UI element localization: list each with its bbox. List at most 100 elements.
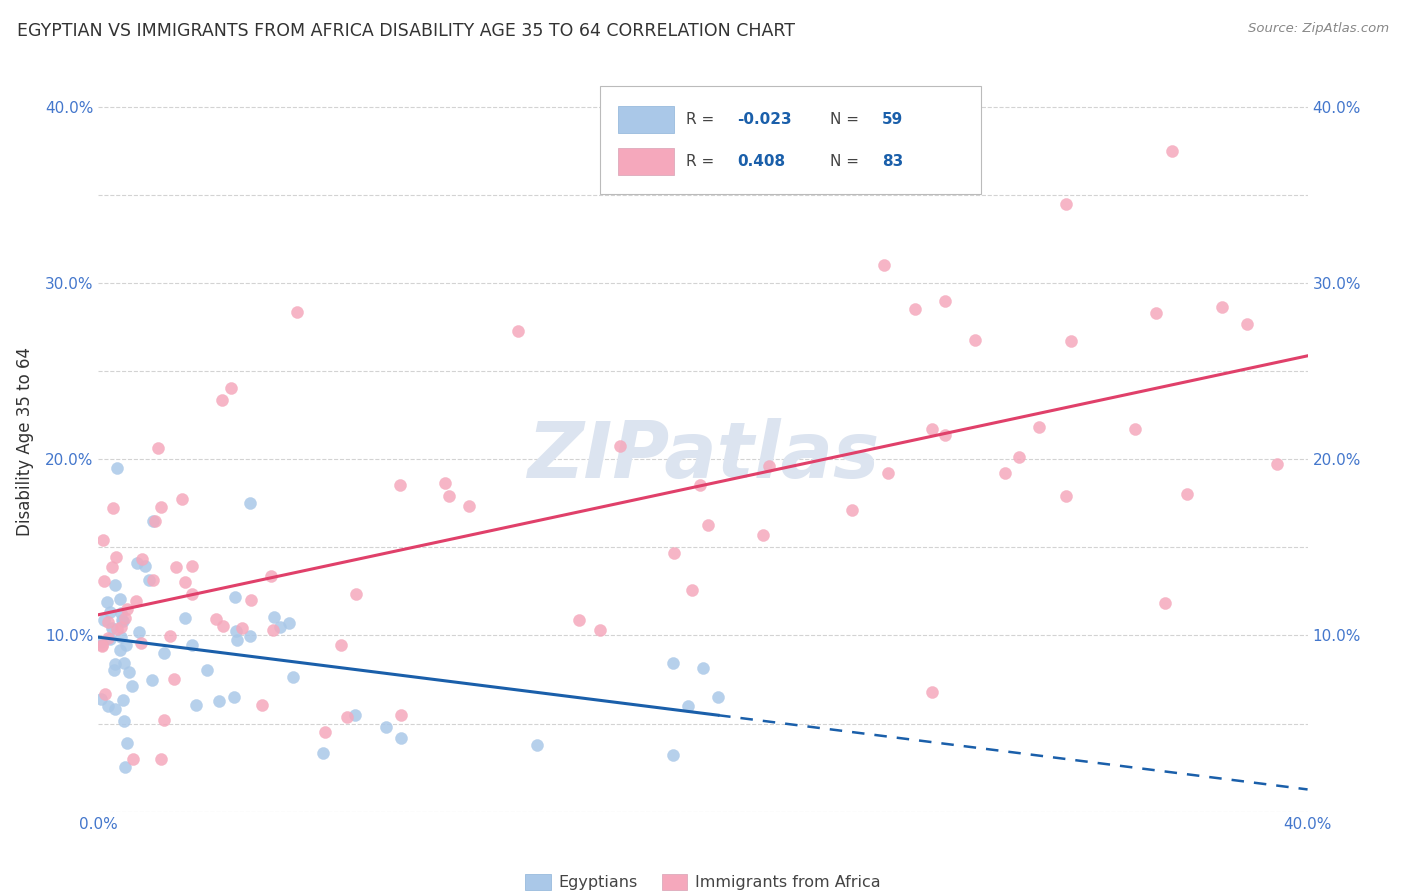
Point [138, 574, 160, 588]
Point [873, 258, 896, 272]
Point [110, 620, 132, 634]
Point [934, 428, 956, 442]
Point [1160, 144, 1182, 158]
Point [124, 593, 146, 607]
Point [111, 692, 134, 706]
Point [127, 557, 149, 571]
Text: N =: N = [830, 112, 863, 127]
Point [118, 665, 141, 679]
Point [96, 595, 118, 609]
Point [150, 500, 173, 515]
Point [1175, 487, 1198, 501]
Legend: Egyptians, Immigrants from Africa: Egyptians, Immigrants from Africa [519, 868, 887, 892]
Point [239, 629, 262, 643]
Text: EGYPTIAN VS IMMIGRANTS FROM AFRICA DISABILITY AGE 35 TO 64 CORRELATION CHART: EGYPTIAN VS IMMIGRANTS FROM AFRICA DISAB… [17, 22, 794, 40]
Point [225, 624, 247, 638]
Text: R =: R = [686, 154, 720, 169]
Point [163, 672, 186, 686]
Point [224, 590, 246, 604]
Point [283, 670, 305, 684]
Point [389, 731, 412, 745]
Point [661, 656, 683, 670]
Point [111, 614, 134, 628]
Point [219, 381, 242, 395]
Point [921, 685, 943, 699]
Point [112, 714, 135, 728]
Point [1060, 334, 1083, 349]
Point [121, 679, 143, 693]
Point [93, 613, 115, 627]
Point [458, 499, 481, 513]
Point [921, 422, 943, 436]
Point [314, 725, 336, 739]
Point [142, 514, 165, 528]
Point [105, 622, 128, 636]
Point [90, 691, 112, 706]
Point [91, 533, 114, 547]
Point [97, 699, 120, 714]
Point [1054, 489, 1077, 503]
Point [143, 514, 166, 528]
Point [240, 593, 263, 607]
Point [239, 496, 262, 510]
Point [1211, 301, 1233, 315]
Point [101, 500, 124, 515]
Point [104, 702, 127, 716]
Text: 59: 59 [882, 112, 903, 127]
Point [262, 624, 284, 638]
Point [965, 334, 987, 348]
Point [180, 586, 202, 600]
Point [97, 615, 120, 629]
Point [131, 552, 153, 566]
Point [287, 305, 309, 319]
Point [93, 574, 115, 588]
Point [149, 752, 172, 766]
Point [104, 577, 127, 591]
Point [263, 610, 285, 624]
Point [117, 736, 139, 750]
Point [98, 605, 121, 619]
Point [344, 587, 367, 601]
Point [1267, 458, 1289, 472]
Point [195, 664, 218, 678]
Point [104, 549, 127, 564]
Point [90, 634, 112, 648]
Point [994, 466, 1017, 480]
Point [153, 713, 176, 727]
Point [141, 673, 163, 688]
Point [105, 461, 128, 475]
Point [344, 707, 367, 722]
Point [904, 302, 927, 317]
Point [115, 638, 138, 652]
Point [689, 478, 711, 492]
Point [662, 546, 685, 560]
Point [111, 613, 134, 627]
Point [211, 392, 233, 407]
Point [122, 752, 145, 766]
FancyBboxPatch shape [619, 148, 673, 175]
Point [681, 582, 703, 597]
Point [437, 489, 460, 503]
Point [159, 629, 181, 643]
Point [165, 559, 187, 574]
Point [212, 619, 235, 633]
FancyBboxPatch shape [600, 87, 981, 194]
Point [103, 663, 125, 677]
Point [567, 613, 589, 627]
Point [110, 642, 132, 657]
Point [841, 503, 863, 517]
Point [114, 610, 136, 624]
Point [110, 591, 132, 606]
Point [184, 698, 207, 712]
Point [110, 630, 132, 644]
Point [94, 687, 117, 701]
Point [180, 559, 202, 574]
Text: N =: N = [830, 154, 863, 169]
Point [934, 293, 956, 308]
Point [758, 459, 780, 474]
Point [173, 575, 195, 590]
Point [609, 439, 631, 453]
Text: -0.023: -0.023 [737, 112, 792, 127]
Point [205, 612, 228, 626]
Text: Source: ZipAtlas.com: Source: ZipAtlas.com [1249, 22, 1389, 36]
